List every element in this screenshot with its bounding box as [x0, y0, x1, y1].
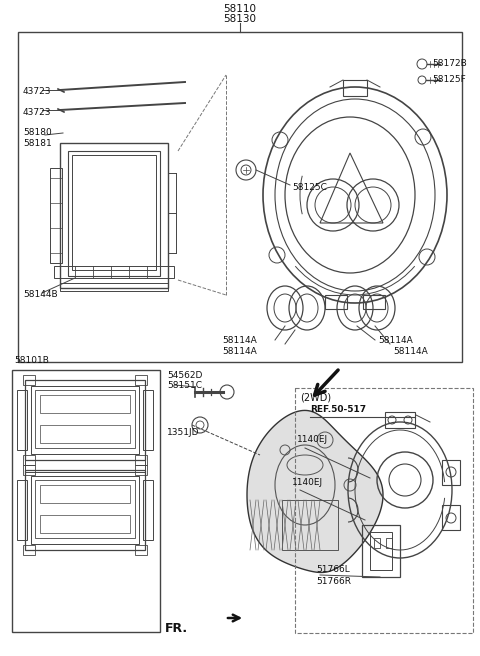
Bar: [50, 168, 62, 263]
Bar: [40, 485, 130, 503]
Bar: [23, 465, 35, 475]
Text: 58110: 58110: [224, 4, 256, 14]
Bar: [442, 505, 460, 530]
Bar: [363, 295, 385, 309]
Text: 58114A: 58114A: [222, 336, 257, 345]
Text: 43723: 43723: [23, 87, 51, 96]
Text: 58125C: 58125C: [292, 183, 327, 192]
Bar: [135, 545, 147, 555]
Text: 51766R: 51766R: [316, 577, 351, 586]
Bar: [23, 455, 35, 465]
Bar: [143, 480, 153, 540]
Text: 58144B: 58144B: [23, 290, 58, 299]
Bar: [135, 465, 147, 475]
Bar: [68, 151, 160, 276]
Bar: [282, 500, 338, 550]
Text: 58151C: 58151C: [167, 381, 202, 390]
Bar: [12, 370, 160, 632]
Bar: [442, 460, 460, 485]
Bar: [17, 480, 27, 540]
Bar: [60, 143, 168, 288]
Bar: [23, 545, 35, 555]
Bar: [23, 375, 35, 385]
Bar: [385, 412, 415, 428]
Bar: [40, 425, 130, 443]
Text: FR.: FR.: [165, 622, 188, 635]
Bar: [35, 480, 135, 538]
Text: 58114A: 58114A: [393, 347, 428, 356]
Text: 58114A: 58114A: [222, 347, 257, 356]
Text: 54562D: 54562D: [167, 371, 203, 380]
Bar: [386, 538, 392, 548]
Text: 58125F: 58125F: [432, 75, 466, 83]
Bar: [25, 380, 145, 460]
Bar: [135, 455, 147, 465]
Bar: [25, 460, 145, 472]
Text: 1140EJ: 1140EJ: [297, 435, 328, 444]
Bar: [370, 532, 392, 570]
Bar: [25, 470, 145, 550]
Bar: [18, 32, 462, 362]
Text: 43723: 43723: [23, 108, 51, 117]
Polygon shape: [247, 411, 383, 573]
Text: 58101B: 58101B: [14, 356, 49, 365]
Bar: [374, 538, 380, 548]
Bar: [135, 375, 147, 385]
Text: 58114A: 58114A: [378, 336, 413, 345]
Text: 58180: 58180: [23, 128, 52, 137]
Text: 1351JD: 1351JD: [167, 428, 200, 437]
Bar: [17, 390, 27, 450]
Bar: [35, 390, 135, 448]
Bar: [295, 388, 473, 633]
Text: 58172B: 58172B: [432, 58, 467, 68]
Bar: [362, 525, 400, 577]
Text: (2WD): (2WD): [300, 392, 331, 402]
Text: REF.50-517: REF.50-517: [310, 405, 366, 414]
Text: 1140EJ: 1140EJ: [292, 478, 323, 487]
Bar: [40, 395, 130, 413]
Bar: [31, 386, 139, 454]
Bar: [325, 295, 347, 309]
Bar: [143, 390, 153, 450]
Bar: [31, 476, 139, 544]
Bar: [72, 155, 156, 270]
Bar: [54, 266, 174, 278]
Bar: [343, 80, 367, 96]
Text: 51766L: 51766L: [316, 565, 350, 574]
Text: 58130: 58130: [224, 14, 256, 24]
Text: 58181: 58181: [23, 139, 52, 148]
Bar: [40, 515, 130, 533]
Bar: [60, 283, 168, 291]
